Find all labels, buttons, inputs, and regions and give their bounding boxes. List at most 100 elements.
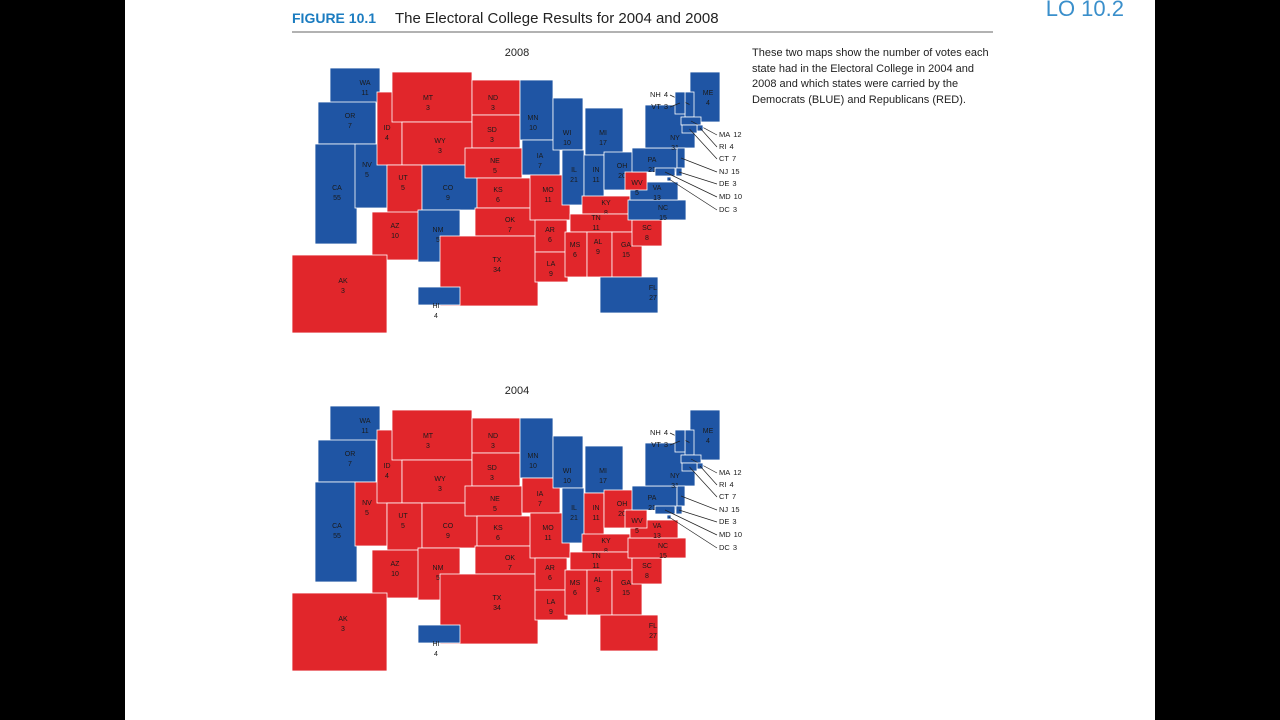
state-votes: 8: [604, 548, 608, 555]
state: [476, 515, 533, 547]
state-label: OK 7: [505, 217, 515, 234]
map-year: 2008: [505, 47, 529, 59]
state-abbr: HI: [433, 303, 440, 310]
state-votes: 21: [570, 177, 578, 184]
state-votes: 3: [491, 105, 495, 112]
state-votes: 3: [426, 105, 430, 112]
state-votes: 21: [648, 505, 656, 512]
state-abbr: MT: [423, 95, 434, 102]
state: [474, 545, 541, 575]
state-votes: 15: [659, 215, 667, 222]
state-votes: 27: [649, 295, 657, 302]
state-abbr: NY: [670, 135, 680, 142]
state-votes: 5: [635, 190, 639, 197]
state-abbr: MO: [542, 525, 554, 532]
state-abbr: AK: [338, 616, 348, 623]
state: [584, 445, 624, 494]
state: [391, 71, 473, 123]
state-abbr: CA: [332, 185, 342, 192]
state-votes: 21: [648, 167, 656, 174]
state-votes: 9: [596, 587, 600, 594]
state-votes: 9: [549, 271, 553, 278]
state-abbr: MI: [599, 130, 607, 137]
state-callout: NH 4: [650, 90, 668, 99]
state-label: OK 7: [505, 555, 515, 572]
caption-box: These two maps show the number of votes …: [752, 47, 989, 106]
state-abbr: OR: [345, 451, 356, 458]
state-abbr: AZ: [391, 561, 401, 568]
state-abbr: FL: [649, 623, 657, 630]
state-label: NM 5: [433, 565, 444, 582]
state: [519, 417, 554, 479]
state-abbr: ID: [384, 125, 391, 132]
callout-line: [690, 458, 718, 474]
state-callout: MA 12: [719, 130, 742, 139]
state-label: GA 15: [621, 242, 631, 259]
state: [552, 435, 584, 489]
state-abbr: AZ: [391, 223, 401, 230]
state-votes: 6: [548, 237, 552, 244]
state-abbr: NC: [658, 205, 668, 212]
state-label: NC 15: [658, 205, 668, 222]
state-votes: 15: [622, 590, 630, 597]
state-abbr: DC: [719, 205, 730, 214]
state-abbr: MD: [719, 530, 731, 539]
state-abbr: PA: [648, 495, 657, 502]
state-label: WA 11: [359, 80, 370, 97]
state-label: ME 4: [703, 428, 714, 445]
state-label: ID 4: [384, 125, 391, 142]
state-label: SD 3: [487, 127, 497, 144]
state-abbr: UT: [398, 175, 408, 182]
state-label: WY 3: [434, 476, 446, 493]
state-votes: 4: [434, 313, 438, 320]
state-abbr: OH: [617, 501, 628, 508]
state-abbr: ID: [384, 463, 391, 470]
state: [534, 557, 568, 591]
state: [329, 405, 381, 442]
callout-line: [689, 128, 718, 160]
state-abbr: DC: [719, 543, 730, 552]
state-votes: 7: [508, 227, 512, 234]
state-abbr: AL: [594, 577, 603, 584]
state-votes: 3: [341, 626, 345, 633]
state-label: MN 10: [528, 115, 539, 132]
state-abbr: VA: [653, 185, 662, 192]
state-votes: 3: [490, 137, 494, 144]
state-abbr: KY: [601, 200, 611, 207]
state-votes: 8: [645, 235, 649, 242]
state-votes: 10: [734, 530, 742, 539]
state: [471, 417, 521, 454]
state: [371, 211, 421, 261]
state-abbr: MT: [423, 433, 434, 440]
state-votes: 7: [538, 501, 542, 508]
state-label: MN 10: [528, 453, 539, 470]
state-abbr: IA: [537, 153, 544, 160]
state-votes: 5: [493, 168, 497, 175]
state: [417, 624, 461, 644]
state-callout: MD 10: [719, 530, 742, 539]
state-votes: 3: [490, 475, 494, 482]
state-votes: 27: [649, 633, 657, 640]
state: [583, 154, 605, 198]
state-label: ME 4: [703, 90, 714, 107]
state: [476, 177, 533, 209]
state-votes: 3: [733, 543, 737, 552]
state-votes: 10: [563, 140, 571, 147]
state-abbr: TN: [591, 553, 600, 560]
state: [314, 143, 358, 245]
state-label: IL 21: [570, 167, 578, 184]
state-label: PA 21: [648, 157, 657, 174]
state-votes: 13: [653, 533, 661, 540]
state-abbr: TN: [591, 215, 600, 222]
lo-label: LO 10.2: [1046, 0, 1124, 21]
state-label: MT 3: [423, 95, 434, 112]
state-abbr: GA: [621, 242, 631, 249]
state-votes: 34: [493, 605, 501, 612]
state-abbr: CA: [332, 523, 342, 530]
state-abbr: IN: [593, 505, 600, 512]
state-abbr: IA: [537, 491, 544, 498]
state-votes: 3: [733, 205, 737, 214]
state-abbr: OK: [505, 555, 515, 562]
state-label: MT 3: [423, 433, 434, 450]
state: [689, 409, 721, 461]
